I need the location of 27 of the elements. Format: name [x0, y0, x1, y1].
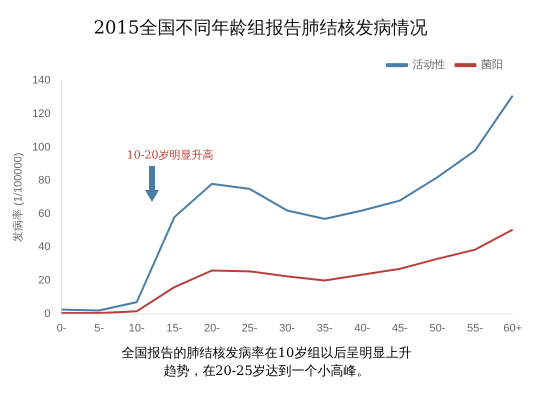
y-tick-label: 60	[38, 208, 51, 220]
x-tick-label: 5-	[94, 322, 104, 334]
x-tick-label: 30-	[279, 322, 296, 334]
x-tick-label: 15-	[166, 322, 183, 334]
x-tick-label: 55-	[467, 322, 484, 334]
y-tick-label: 100	[32, 141, 51, 154]
y-tick-label: 40	[38, 241, 51, 254]
x-tick-label: 35-	[316, 322, 333, 334]
y-tick-label: 20	[38, 274, 51, 287]
x-tick-label: 0-	[56, 322, 67, 334]
y-tick-label: 80	[38, 174, 51, 187]
legend-label: 菌阳	[481, 58, 503, 71]
y-tick-label: 0	[44, 308, 51, 320]
y-tick-label: 120	[32, 108, 51, 120]
x-tick-label: 20-	[204, 322, 220, 334]
legend-label: 活动性	[412, 58, 446, 71]
annotation: 10-20岁明显升高	[126, 148, 214, 162]
x-tick-label: 10-	[128, 322, 146, 334]
x-tick-label: 40-	[354, 322, 371, 334]
y-tick-label: 140	[32, 74, 51, 87]
x-tick-label: 45-	[392, 322, 408, 334]
x-tick-label: 50-	[430, 322, 446, 334]
y-axis-title: 发病率 (1/100000)	[12, 152, 25, 242]
text: 全国报告的肺结核发病率在10岁组以后呈明显上升趋势，在20-25岁达到一个小高峰。	[120, 345, 412, 380]
x-tick-label: 60+	[503, 322, 522, 334]
chart-title: 2015全国不同年龄组报告肺结核发病情况	[94, 17, 428, 38]
x-tick-label: 25-	[242, 322, 258, 334]
